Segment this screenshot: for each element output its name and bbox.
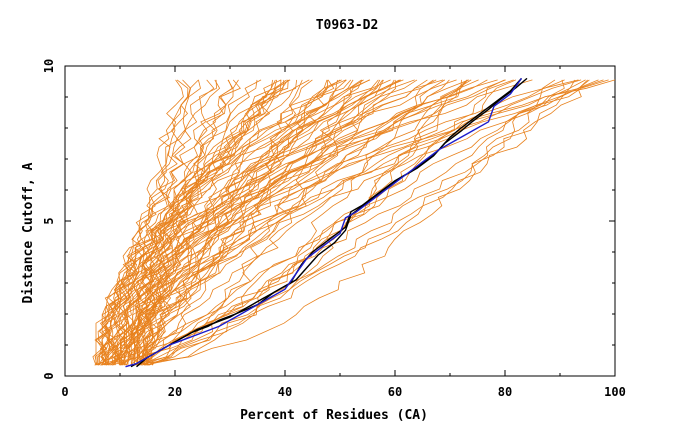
y-axis: 0 5 10 xyxy=(42,59,615,380)
model-curve xyxy=(95,79,402,366)
model-curve xyxy=(123,79,616,366)
highlight-lines xyxy=(125,77,528,368)
model-curve xyxy=(101,79,472,366)
model-curve xyxy=(133,79,599,366)
x-tick-label: 40 xyxy=(278,385,292,399)
model-curve xyxy=(149,79,384,366)
model-curve xyxy=(139,79,363,366)
model-curve xyxy=(116,79,415,366)
model-curve xyxy=(141,79,437,366)
model-curve xyxy=(111,79,505,366)
highlight-curve xyxy=(136,77,528,368)
model-lines xyxy=(92,79,616,366)
model-curve xyxy=(121,79,273,366)
model-curve xyxy=(137,79,201,366)
model-curve xyxy=(106,79,276,366)
model-curve xyxy=(121,79,313,366)
highlight-curve xyxy=(125,77,523,368)
x-axis-label: Percent of Residues (CA) xyxy=(240,408,428,423)
model-curve xyxy=(113,79,329,366)
x-tick-label: 60 xyxy=(388,385,402,399)
x-tick-label: 20 xyxy=(168,385,182,399)
model-curve xyxy=(109,79,341,366)
model-curve xyxy=(135,79,258,366)
y-tick-label: 0 xyxy=(42,372,56,379)
model-curve xyxy=(111,79,215,366)
model-curve xyxy=(128,79,514,366)
model-curve xyxy=(94,79,565,366)
model-curve xyxy=(137,79,462,366)
highlight-curve xyxy=(130,77,523,368)
y-tick-label: 5 xyxy=(42,217,56,224)
y-axis-label: Distance Cutoff, A xyxy=(21,162,36,303)
model-curve xyxy=(136,79,450,366)
model-curve xyxy=(144,79,303,366)
model-curve xyxy=(105,79,609,366)
model-curve xyxy=(105,79,221,366)
model-curve xyxy=(144,79,404,366)
x-tick-label: 80 xyxy=(498,385,512,399)
model-curve xyxy=(127,79,590,366)
model-curve xyxy=(114,79,400,366)
y-tick-label: 10 xyxy=(42,59,56,73)
x-tick-label: 100 xyxy=(604,385,626,399)
model-curve xyxy=(138,79,418,366)
model-curve xyxy=(146,79,588,366)
model-curve xyxy=(108,79,289,366)
model-curve xyxy=(133,79,444,366)
x-axis: 0 20 40 60 80 100 xyxy=(61,66,626,399)
model-curve xyxy=(119,79,290,366)
model-curve xyxy=(118,79,199,366)
model-curve xyxy=(136,79,428,366)
chart-title: T0963-D2 xyxy=(316,18,379,33)
model-curve xyxy=(102,79,379,366)
model-curve xyxy=(121,79,579,366)
model-curve xyxy=(130,79,239,366)
model-curve xyxy=(101,79,352,366)
model-curve xyxy=(132,79,556,366)
x-tick-label: 0 xyxy=(61,385,68,399)
model-curve xyxy=(147,79,338,366)
